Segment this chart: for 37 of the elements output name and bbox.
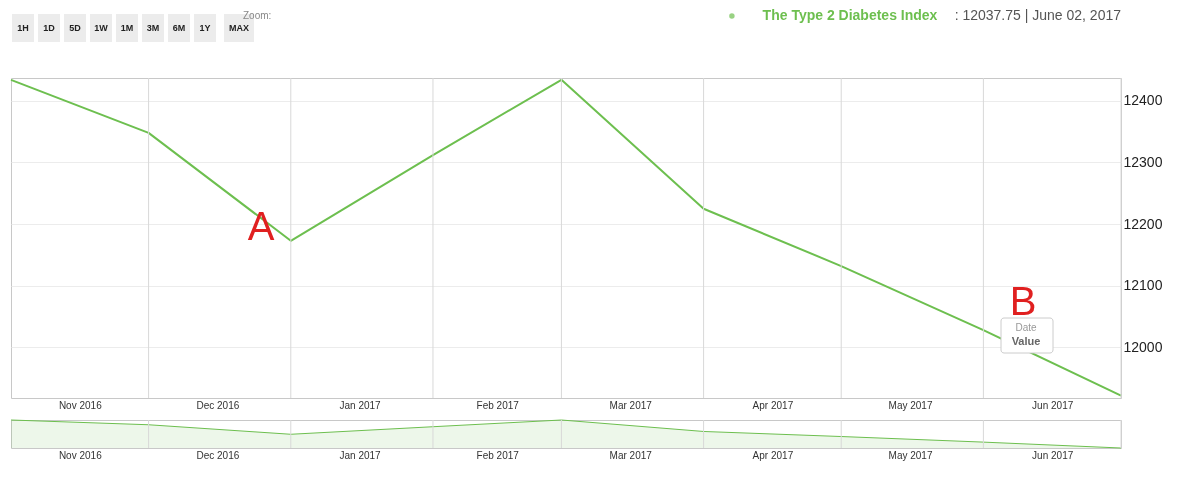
annotation: Value (1011, 335, 1041, 347)
text: 1H (17, 23, 29, 33)
x-tick-label: Feb 2017 (476, 449, 520, 461)
x-tick-label: Mar 2017 (609, 449, 653, 461)
x-tick-label: Feb 2017 (476, 399, 520, 411)
y-tick-label: 12000 (1123, 338, 1163, 355)
x-tick-label: Jan 2017 (339, 399, 382, 411)
chart-title: The Type 2 Diabetes Index (762, 7, 938, 23)
x-tick-label: Jun 2017 (1032, 449, 1074, 461)
text: 1D (43, 23, 56, 33)
annotation: B (1009, 279, 1037, 323)
x-tick-label: Jan 2017 (339, 449, 382, 461)
text: 1W (94, 23, 109, 33)
x-tick-label: May 2017 (888, 449, 933, 461)
chart-subtitle: : 12037.75 | June 02, 2017 (954, 7, 1122, 23)
x-tick-label: Dec 2016 (196, 399, 240, 411)
text: 5D (69, 23, 82, 33)
annotation: A (247, 204, 275, 248)
x-tick-label: Jun 2017 (1032, 399, 1074, 411)
x-tick-label: May 2017 (888, 399, 933, 411)
x-tick-label: Nov 2016 (58, 449, 103, 461)
y-tick-label: 12200 (1123, 215, 1163, 232)
text: 1Y (199, 23, 211, 33)
x-tick-label: Apr 2017 (752, 399, 794, 411)
x-tick-label: Dec 2016 (196, 449, 240, 461)
y-tick-label: 12300 (1123, 153, 1163, 170)
text: MAX (229, 23, 249, 33)
y-tick-label: 12100 (1123, 277, 1163, 294)
text: 6M (172, 23, 186, 33)
text: 3M (146, 23, 160, 33)
x-tick-label: Apr 2017 (752, 449, 794, 461)
x-tick-label: Nov 2016 (58, 399, 103, 411)
x-tick-label: Mar 2017 (609, 399, 653, 411)
y-tick-label: 12400 (1123, 92, 1163, 109)
text: 1M (120, 23, 134, 33)
text: Zoom: (243, 10, 272, 21)
annotation: Date (1015, 322, 1037, 333)
